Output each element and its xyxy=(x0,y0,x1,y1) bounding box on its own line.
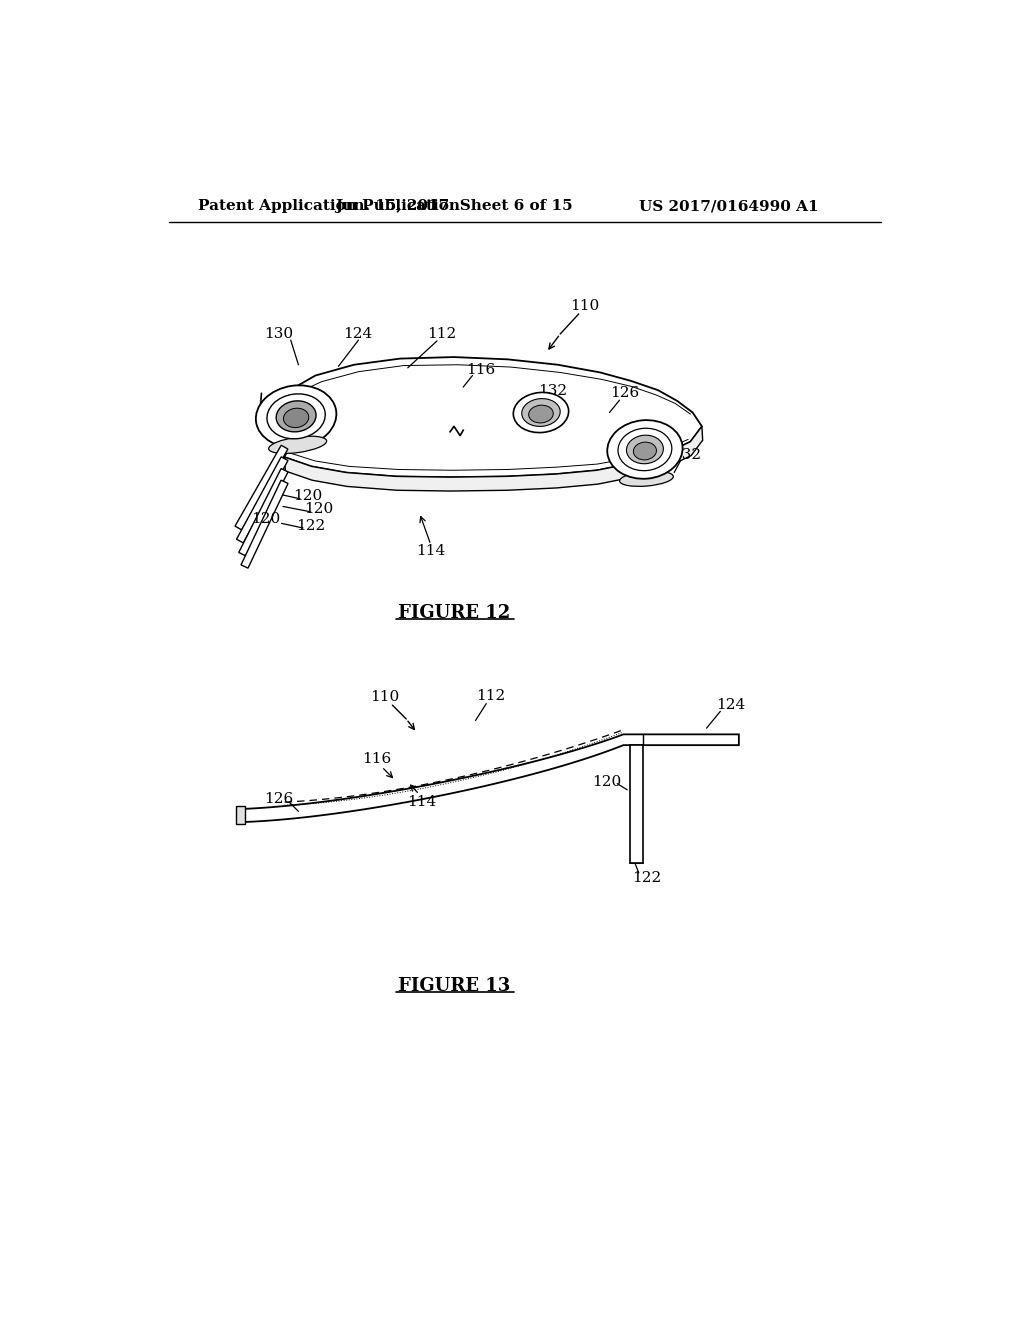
Ellipse shape xyxy=(618,428,672,471)
Text: Patent Application Publication: Patent Application Publication xyxy=(198,199,460,213)
Text: 122: 122 xyxy=(632,871,662,886)
Ellipse shape xyxy=(268,436,327,454)
Text: 114: 114 xyxy=(407,795,436,809)
Polygon shape xyxy=(237,457,288,543)
Text: 130: 130 xyxy=(264,327,294,341)
Ellipse shape xyxy=(276,401,316,432)
Text: 110: 110 xyxy=(370,690,399,705)
Ellipse shape xyxy=(284,408,309,428)
Polygon shape xyxy=(236,445,288,529)
Ellipse shape xyxy=(522,399,560,426)
Ellipse shape xyxy=(528,405,553,422)
Text: 116: 116 xyxy=(362,752,391,766)
Text: 114: 114 xyxy=(416,544,445,558)
Polygon shape xyxy=(285,358,701,478)
Text: 126: 126 xyxy=(264,792,293,807)
Text: Jun. 15, 2017  Sheet 6 of 15: Jun. 15, 2017 Sheet 6 of 15 xyxy=(335,199,572,213)
Text: 112: 112 xyxy=(427,327,457,341)
Text: 132: 132 xyxy=(538,384,567,397)
Ellipse shape xyxy=(513,392,568,433)
Polygon shape xyxy=(630,744,643,863)
Text: 110: 110 xyxy=(570,300,599,313)
Ellipse shape xyxy=(627,436,664,463)
Text: FIGURE 12: FIGURE 12 xyxy=(398,603,510,622)
Polygon shape xyxy=(237,807,245,824)
Polygon shape xyxy=(239,469,288,556)
Text: 126: 126 xyxy=(610,387,640,400)
Text: 122: 122 xyxy=(296,520,326,533)
Ellipse shape xyxy=(620,471,674,486)
Text: 124: 124 xyxy=(717,698,745,711)
Text: 132: 132 xyxy=(672,447,701,462)
Text: 120: 120 xyxy=(293,488,323,503)
Polygon shape xyxy=(241,480,288,568)
Text: 124: 124 xyxy=(343,327,373,341)
Text: 116: 116 xyxy=(466,363,496,378)
Ellipse shape xyxy=(267,393,326,438)
Text: 120: 120 xyxy=(251,512,280,525)
Text: US 2017/0164990 A1: US 2017/0164990 A1 xyxy=(639,199,818,213)
Ellipse shape xyxy=(607,420,683,479)
Ellipse shape xyxy=(256,385,336,447)
Polygon shape xyxy=(240,734,739,822)
Ellipse shape xyxy=(634,442,656,459)
Text: 112: 112 xyxy=(476,689,506,702)
Text: 120: 120 xyxy=(592,775,621,789)
Text: FIGURE 13: FIGURE 13 xyxy=(398,977,510,995)
Text: 120: 120 xyxy=(304,502,333,516)
Polygon shape xyxy=(285,426,702,491)
